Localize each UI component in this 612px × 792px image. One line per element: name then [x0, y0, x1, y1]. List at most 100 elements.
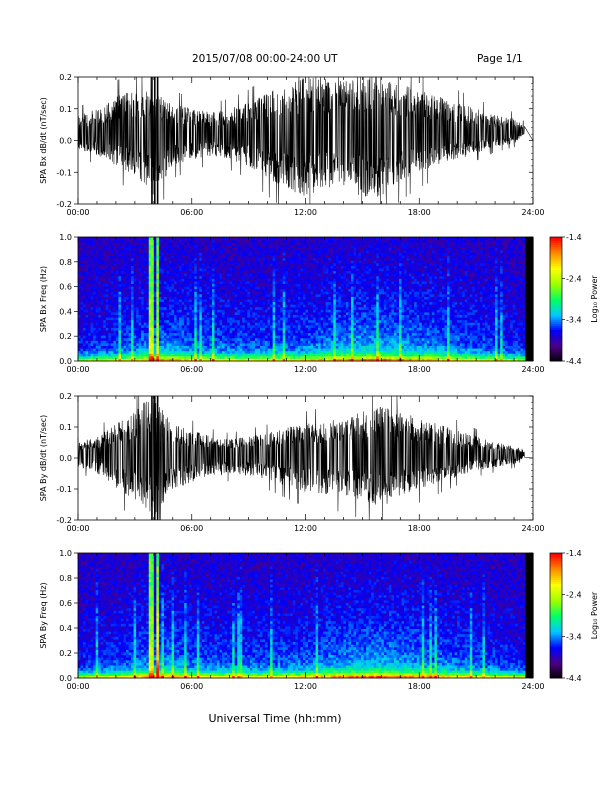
spectrogram-cell: [133, 304, 137, 308]
x-tick-label: 00:00: [66, 208, 89, 217]
spectrogram-cell: [108, 332, 112, 336]
spectrogram-cell: [115, 317, 119, 321]
spectrogram-cell: [174, 262, 178, 266]
spectrogram-cell: [103, 283, 107, 287]
spectrogram-cell: [118, 335, 122, 339]
spectrogram-cell: [123, 270, 127, 274]
spectrogram-cell: [83, 311, 87, 315]
spectrogram-cell: [163, 348, 167, 352]
spectrogram-cell: [108, 237, 112, 241]
spectrogram-cell: [146, 355, 150, 359]
spectrogram-cell: [161, 342, 165, 346]
spectrogram-cell: [141, 244, 145, 248]
spectrogram-cell: [189, 299, 193, 303]
spectrogram-cell: [176, 288, 180, 292]
spectrogram-cell: [179, 309, 183, 313]
spectrogram-cell: [169, 293, 173, 297]
spectrogram-cell: [95, 247, 99, 251]
spectrogram-cell: [179, 288, 183, 292]
spectrogram-cell: [194, 286, 198, 290]
spectrogram-cell: [136, 348, 140, 352]
spectrogram-cell: [169, 291, 173, 295]
spectrogram-cell: [196, 283, 200, 287]
spectrogram-cell: [83, 278, 87, 282]
spectrogram-cell: [151, 337, 155, 341]
spectrogram-cell: [138, 262, 142, 266]
spectrogram-cell: [158, 249, 162, 253]
spectrogram-cell: [80, 358, 84, 362]
spectrogram-cell: [126, 335, 130, 339]
spectrogram-cell: [148, 337, 152, 341]
spectrogram-cell: [110, 322, 114, 326]
spectrogram-cell: [186, 255, 190, 259]
spectrogram-cell: [118, 283, 122, 287]
spectrogram-cell: [194, 283, 198, 287]
spectrogram-cell: [90, 304, 94, 308]
spectrogram-cell: [161, 242, 165, 246]
spectrogram-cell: [108, 309, 112, 313]
spectrogram-cell: [95, 301, 99, 305]
spectrogram-cell: [194, 350, 198, 354]
spectrogram-cell: [163, 239, 167, 243]
spectrogram-cell: [113, 265, 117, 269]
spectrogram-cell: [126, 345, 130, 349]
spectrogram-cell: [141, 288, 145, 292]
spectrogram-cell: [191, 244, 195, 248]
spectrogram-cell: [174, 340, 178, 344]
spectrogram-cell: [174, 299, 178, 303]
spectrogram-cell: [105, 265, 109, 269]
spectrogram-cell: [171, 280, 175, 284]
spectrogram-cell: [128, 337, 132, 341]
spectrogram-cell: [196, 255, 200, 259]
spectrogram-cell: [108, 265, 112, 269]
spectrogram-cell: [171, 265, 175, 269]
spectrogram-cell: [156, 311, 160, 315]
spectrogram-cell: [95, 283, 99, 287]
spectrogram-cell: [174, 286, 178, 290]
spectrogram-cell: [80, 249, 84, 253]
spectrogram-cell: [186, 252, 190, 256]
spectrogram-cell: [189, 335, 193, 339]
spectrogram-cell: [176, 278, 180, 282]
spectrogram-cell: [128, 275, 132, 279]
spectrogram-cell: [161, 330, 165, 334]
spectrogram-cell: [120, 309, 124, 313]
spectrogram-cell: [98, 278, 102, 282]
spectrogram-cell: [151, 340, 155, 344]
spectrogram-cell: [103, 311, 107, 315]
spectrogram-cell: [191, 262, 195, 266]
spectrogram-cell: [128, 278, 132, 282]
spectrogram-cell: [191, 355, 195, 359]
spectrogram-cell: [146, 247, 150, 251]
spectrogram-cell: [158, 293, 162, 297]
spectrogram-cell: [169, 332, 173, 336]
spectrogram-cell: [179, 327, 183, 331]
spectrogram-cell: [171, 319, 175, 323]
spectrogram-cell: [98, 317, 102, 321]
spectrogram-cell: [118, 311, 122, 315]
spectrogram-cell: [123, 252, 127, 256]
spectrogram-cell: [98, 335, 102, 339]
spectrogram-cell: [151, 265, 155, 269]
spectrogram-cell: [151, 299, 155, 303]
spectrogram-cell: [199, 350, 203, 354]
spectrogram-cell: [98, 309, 102, 313]
spectrogram-cell: [126, 306, 130, 310]
spectrogram-cell: [186, 345, 190, 349]
spectrogram-cell: [78, 337, 82, 341]
spectrogram-cell: [166, 270, 170, 274]
spectrogram-cell: [133, 262, 137, 266]
spectrogram-cell: [115, 270, 119, 274]
spectrogram-cell: [110, 242, 114, 246]
spectrogram-cell: [136, 291, 140, 295]
spectrogram-cell: [189, 270, 193, 274]
spectrogram-cell: [141, 273, 145, 277]
spectrogram-cell: [123, 288, 127, 292]
spectrogram-cell: [131, 319, 135, 323]
spectrogram-cell: [123, 247, 127, 251]
spectrogram-cell: [163, 273, 167, 277]
spectrogram-cell: [161, 358, 165, 362]
spectrogram-cell: [194, 348, 198, 352]
spectrogram-cell: [148, 358, 152, 362]
spectrogram-cell: [158, 330, 162, 334]
